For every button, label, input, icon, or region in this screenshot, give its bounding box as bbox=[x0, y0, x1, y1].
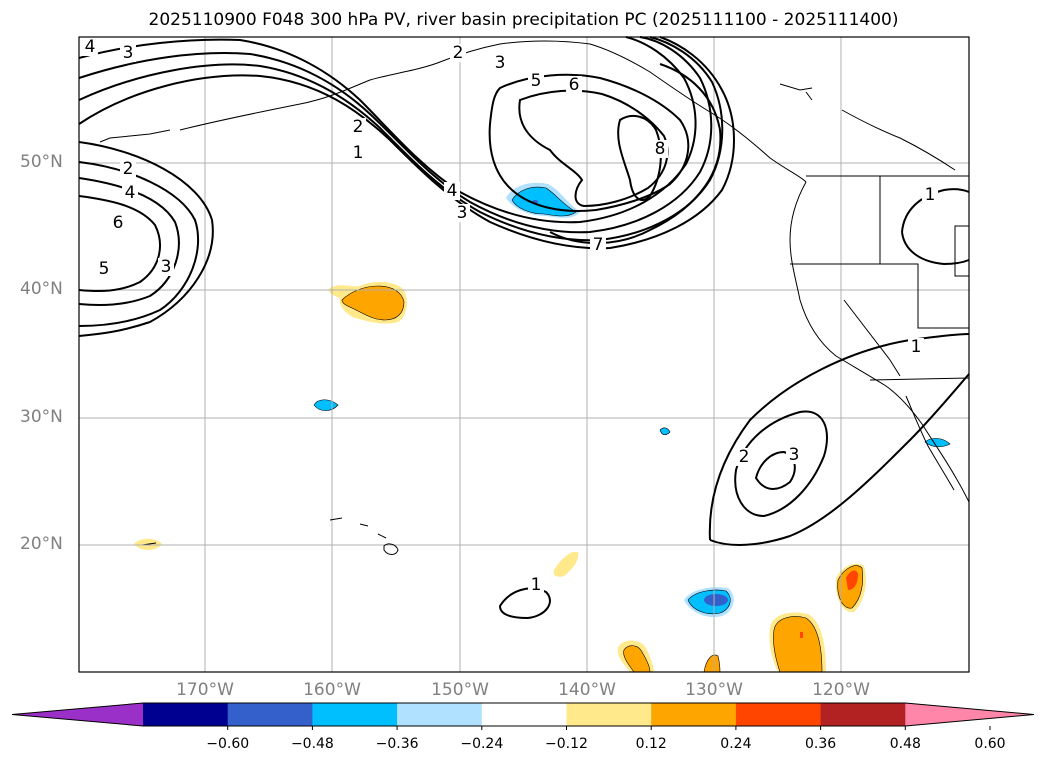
precip-blue-baja bbox=[924, 438, 951, 448]
colorbar-tick-label: −0.12 bbox=[545, 736, 588, 752]
precip-orange-south bbox=[773, 616, 823, 673]
colorbar-segment bbox=[143, 703, 229, 726]
state-borders-north bbox=[790, 263, 969, 329]
colorbar-segment bbox=[566, 703, 652, 726]
colorbar-segment bbox=[651, 703, 737, 726]
colorbar-segment bbox=[227, 703, 313, 726]
contour-label: 1 bbox=[911, 337, 922, 357]
colorbar-tick-label: −0.24 bbox=[460, 736, 504, 752]
lat-label-30n: 30°N bbox=[20, 407, 63, 427]
us-mexico-border bbox=[869, 377, 970, 381]
graticule bbox=[79, 37, 969, 672]
precip-orange-south2 bbox=[623, 645, 651, 673]
colorbar-tick-label: 0.48 bbox=[889, 736, 921, 752]
lon-label-150w: 150°W bbox=[431, 680, 489, 700]
contour-labels: 4 3 2 3 5 6 2 1 2 4 6 5 3 4 3 7 8 1 1 2 … bbox=[82, 37, 938, 595]
contour-label: 5 bbox=[531, 71, 542, 91]
colorbar-segment bbox=[481, 703, 567, 726]
contour-label: 4 bbox=[85, 37, 96, 57]
colorbar-tick-label: 0.24 bbox=[720, 736, 752, 752]
colorbar-segment bbox=[735, 703, 822, 726]
precip-orange-south3 bbox=[703, 654, 721, 673]
contour-label: 2 bbox=[353, 117, 364, 137]
contour-label: 7 bbox=[593, 235, 604, 255]
colorbar-tick-label: −0.60 bbox=[206, 736, 250, 752]
contour-label: 6 bbox=[113, 213, 124, 233]
lon-label-130w: 130°W bbox=[685, 680, 743, 700]
contour-label: 5 bbox=[99, 259, 110, 279]
pv-contour-1-ne-b bbox=[901, 231, 970, 266]
pv-contour-3 bbox=[78, 36, 713, 234]
pv-contour-2 bbox=[78, 36, 724, 242]
pv-contour-6-west bbox=[78, 195, 161, 292]
contour-label: 1 bbox=[925, 185, 936, 205]
pv-contour-1-east-b bbox=[709, 373, 970, 546]
lon-label-160w: 160°W bbox=[303, 680, 361, 700]
pv-contour-4 bbox=[78, 36, 697, 224]
contour-label: 3 bbox=[495, 53, 506, 73]
pv-contour-1-east bbox=[708, 333, 970, 541]
colorbar-tick-label: 0.60 bbox=[974, 736, 1006, 752]
pv-contour-6 bbox=[518, 89, 669, 208]
lat-label-20n: 20°N bbox=[20, 534, 63, 554]
pv-contour-2-east bbox=[734, 410, 828, 518]
pv-contour-5 bbox=[488, 73, 690, 212]
colorbar-tick-label: 0.36 bbox=[805, 736, 837, 752]
lat-label-40n: 40°N bbox=[20, 279, 63, 299]
us-west-coast bbox=[789, 181, 970, 503]
hawaii-islands bbox=[329, 517, 399, 555]
lon-label-120w: 120°W bbox=[812, 680, 870, 700]
precip-yellow-mid bbox=[553, 551, 579, 577]
contour-label: 4 bbox=[125, 183, 136, 203]
colorbar-segment bbox=[397, 703, 483, 726]
colorbar-segment bbox=[312, 703, 398, 726]
pv-contour-1-ne bbox=[901, 188, 970, 233]
baja-california bbox=[905, 395, 955, 491]
pv-contour-1 bbox=[78, 36, 735, 250]
colorbar-tick-label: −0.36 bbox=[375, 736, 419, 752]
lon-label-140w: 140°W bbox=[558, 680, 616, 700]
contour-label: 6 bbox=[569, 75, 580, 95]
lat-label-50n: 50°N bbox=[20, 152, 63, 172]
pv-contour-4-west bbox=[78, 161, 200, 327]
pv-contours bbox=[78, 36, 970, 620]
lon-label-170w: 170°W bbox=[176, 680, 234, 700]
map-frame bbox=[78, 36, 970, 673]
colorbar-tick-label: 0.12 bbox=[635, 736, 667, 752]
contour-label: 1 bbox=[531, 575, 542, 595]
alaska-aleutian-coast bbox=[179, 40, 807, 183]
pv-contour-8 bbox=[617, 114, 662, 201]
contour-label: 8 bbox=[655, 139, 666, 159]
map-title: 2025110900 F048 300 hPa PV, river basin … bbox=[148, 10, 899, 30]
colorbar-arrow-right bbox=[905, 703, 1034, 726]
contour-label: 3 bbox=[123, 43, 134, 63]
canada-coast bbox=[841, 109, 956, 171]
precip-red-east bbox=[846, 570, 858, 590]
contour-label: 2 bbox=[123, 159, 134, 179]
map-background bbox=[79, 37, 969, 672]
colorbar-arrow-left bbox=[12, 703, 143, 726]
contour-label: 3 bbox=[457, 203, 468, 223]
colorbar bbox=[11, 702, 1035, 730]
aleutian-islands bbox=[99, 129, 171, 143]
precip-red-dot bbox=[800, 632, 803, 638]
precip-blue-tiny bbox=[659, 427, 671, 436]
contour-label: 3 bbox=[789, 445, 800, 465]
contour-label: 2 bbox=[739, 447, 750, 467]
colorbar-segment bbox=[820, 703, 906, 726]
contour-label: 3 bbox=[161, 257, 172, 277]
colorbar-tick-label: −0.48 bbox=[290, 736, 334, 752]
precip-dark-blue-south bbox=[704, 594, 728, 606]
contour-label: 2 bbox=[453, 43, 464, 63]
pv-contour-3-west bbox=[78, 141, 214, 337]
contour-label: 4 bbox=[447, 181, 458, 201]
state-border-ca-nv bbox=[843, 299, 901, 377]
coastlines bbox=[99, 40, 970, 555]
pv-contour-1-south bbox=[498, 587, 551, 620]
bc-islands bbox=[779, 83, 813, 101]
contour-label: 1 bbox=[353, 143, 364, 163]
precip-orange bbox=[341, 285, 405, 321]
colorbar-outline bbox=[11, 702, 1035, 727]
